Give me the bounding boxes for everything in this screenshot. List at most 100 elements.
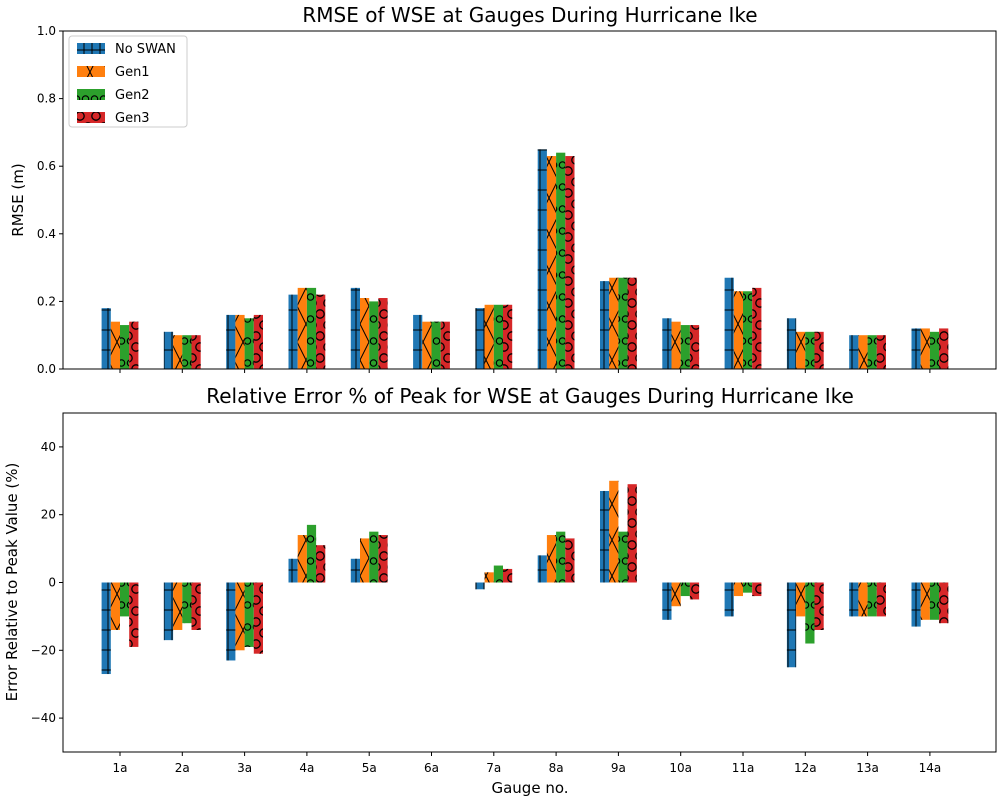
bar-hatch: [939, 582, 949, 624]
bar-hatch: [618, 531, 628, 583]
bar-hatch: [413, 314, 423, 369]
bar-hatch: [163, 582, 174, 641]
bar-hatch: [288, 294, 298, 369]
x-tick-label: 3a: [237, 761, 252, 775]
bar-hatch: [369, 301, 379, 369]
bar-hatch: [422, 321, 432, 369]
bar-hatch: [120, 325, 130, 369]
bar-hatch: [244, 318, 254, 369]
bar-hatch: [493, 565, 503, 583]
legend-swatch-hatch: [77, 66, 105, 77]
bar-hatch: [350, 287, 360, 369]
bar-hatch: [546, 535, 557, 583]
y-tick-label: −20: [31, 643, 56, 657]
chart-title: Relative Error % of Peak for WSE at Gaug…: [206, 384, 854, 408]
y-tick-label: 1.0: [37, 24, 56, 38]
y-tick-label: 20: [41, 508, 56, 522]
bar-hatch: [306, 287, 317, 369]
legend-label: Gen2: [115, 88, 150, 103]
bar-hatch: [565, 156, 575, 369]
bar-hatch: [369, 531, 379, 583]
bar-hatch: [939, 328, 949, 369]
bar-hatch: [316, 294, 326, 369]
bar-hatch: [253, 314, 263, 369]
bar-hatch: [858, 582, 868, 617]
bar-hatch: [360, 298, 370, 369]
bar-hatch: [503, 304, 513, 369]
x-tick-label: 12a: [794, 761, 817, 775]
bar-hatch: [671, 582, 681, 607]
bar-hatch: [503, 568, 513, 583]
x-tick-label: 11a: [732, 761, 755, 775]
x-tick-label: 8a: [549, 761, 564, 775]
bar-hatch: [786, 318, 797, 369]
bar-hatch: [796, 331, 806, 369]
bar-hatch: [849, 582, 859, 617]
bar-hatch: [600, 490, 610, 583]
legend-frame: [68, 35, 188, 128]
y-tick-label: 0.4: [37, 227, 56, 241]
bar-hatch: [316, 545, 326, 583]
rmse-chart: RMSE of WSE at Gauges During Hurricane I…: [9, 3, 997, 376]
x-tick-label: 5a: [362, 761, 377, 775]
bar-hatch: [191, 582, 201, 630]
x-tick-label: 14a: [919, 761, 942, 775]
bar-hatch: [101, 582, 111, 675]
bar-hatch: [431, 321, 441, 369]
bar-hatch: [618, 277, 628, 369]
bar-hatch: [110, 321, 120, 369]
relative-error-chart: Relative Error % of Peak for WSE at Gaug…: [3, 384, 997, 797]
bar-hatch: [733, 291, 743, 369]
x-axis-label: Gauge no.: [491, 779, 568, 797]
bar-hatch: [226, 582, 236, 661]
legend-swatch-hatch: [77, 89, 105, 100]
bar-hatch: [110, 582, 120, 630]
rmse-axes: 0.0 0.2 0.4 0.6 0.8 1.0: [37, 24, 997, 376]
x-tick-label: 13a: [856, 761, 879, 775]
rmse-bars: [101, 149, 949, 369]
bar-hatch: [182, 335, 192, 369]
bar-hatch: [297, 287, 307, 369]
relative-error-axes: −40 −20 0 20 40 1a 2a 3a 4a 5a 6a 7a 8a 9a 10a 11a 12a 13…: [31, 412, 997, 775]
bar-hatch: [920, 582, 930, 620]
bar-hatch: [360, 538, 370, 583]
bar-hatch: [565, 538, 575, 583]
bar-hatch: [556, 152, 566, 369]
bar-hatch: [226, 314, 236, 369]
bar-hatch: [609, 277, 619, 369]
bar-hatch: [814, 331, 824, 369]
bar-hatch: [867, 582, 877, 617]
bar-hatch: [724, 277, 734, 369]
bar-hatch: [173, 582, 183, 630]
legend-label: Gen3: [115, 111, 150, 126]
bar-hatch: [752, 582, 762, 597]
bar-hatch: [475, 308, 485, 369]
bar-hatch: [475, 582, 485, 590]
x-tick-label: 7a: [486, 761, 501, 775]
bar-hatch: [911, 582, 921, 627]
bar-hatch: [849, 335, 859, 369]
y-axis-label: RMSE (m): [9, 163, 27, 236]
legend-swatch-hatch: [77, 112, 105, 123]
bar-hatch: [805, 582, 815, 644]
bar-hatch: [929, 331, 940, 369]
y-tick-label: 0.2: [37, 294, 56, 308]
bar-hatch: [546, 156, 557, 369]
x-tick-label: 9a: [611, 761, 626, 775]
bar-hatch: [627, 277, 637, 369]
bar-hatch: [680, 325, 690, 369]
bar-hatch: [235, 582, 245, 651]
bar-hatch: [805, 331, 815, 369]
bar-hatch: [253, 582, 263, 654]
bar-hatch: [911, 328, 921, 369]
bar-hatch: [440, 321, 450, 369]
bar-hatch: [484, 304, 494, 369]
bar-hatch: [378, 298, 388, 369]
x-tick-label: 4a: [299, 761, 314, 775]
bar-hatch: [680, 582, 690, 597]
bar-hatch: [814, 582, 824, 630]
bar-hatch: [920, 328, 930, 369]
legend-swatch-hatch: [77, 43, 105, 54]
bar-hatch: [350, 558, 360, 583]
